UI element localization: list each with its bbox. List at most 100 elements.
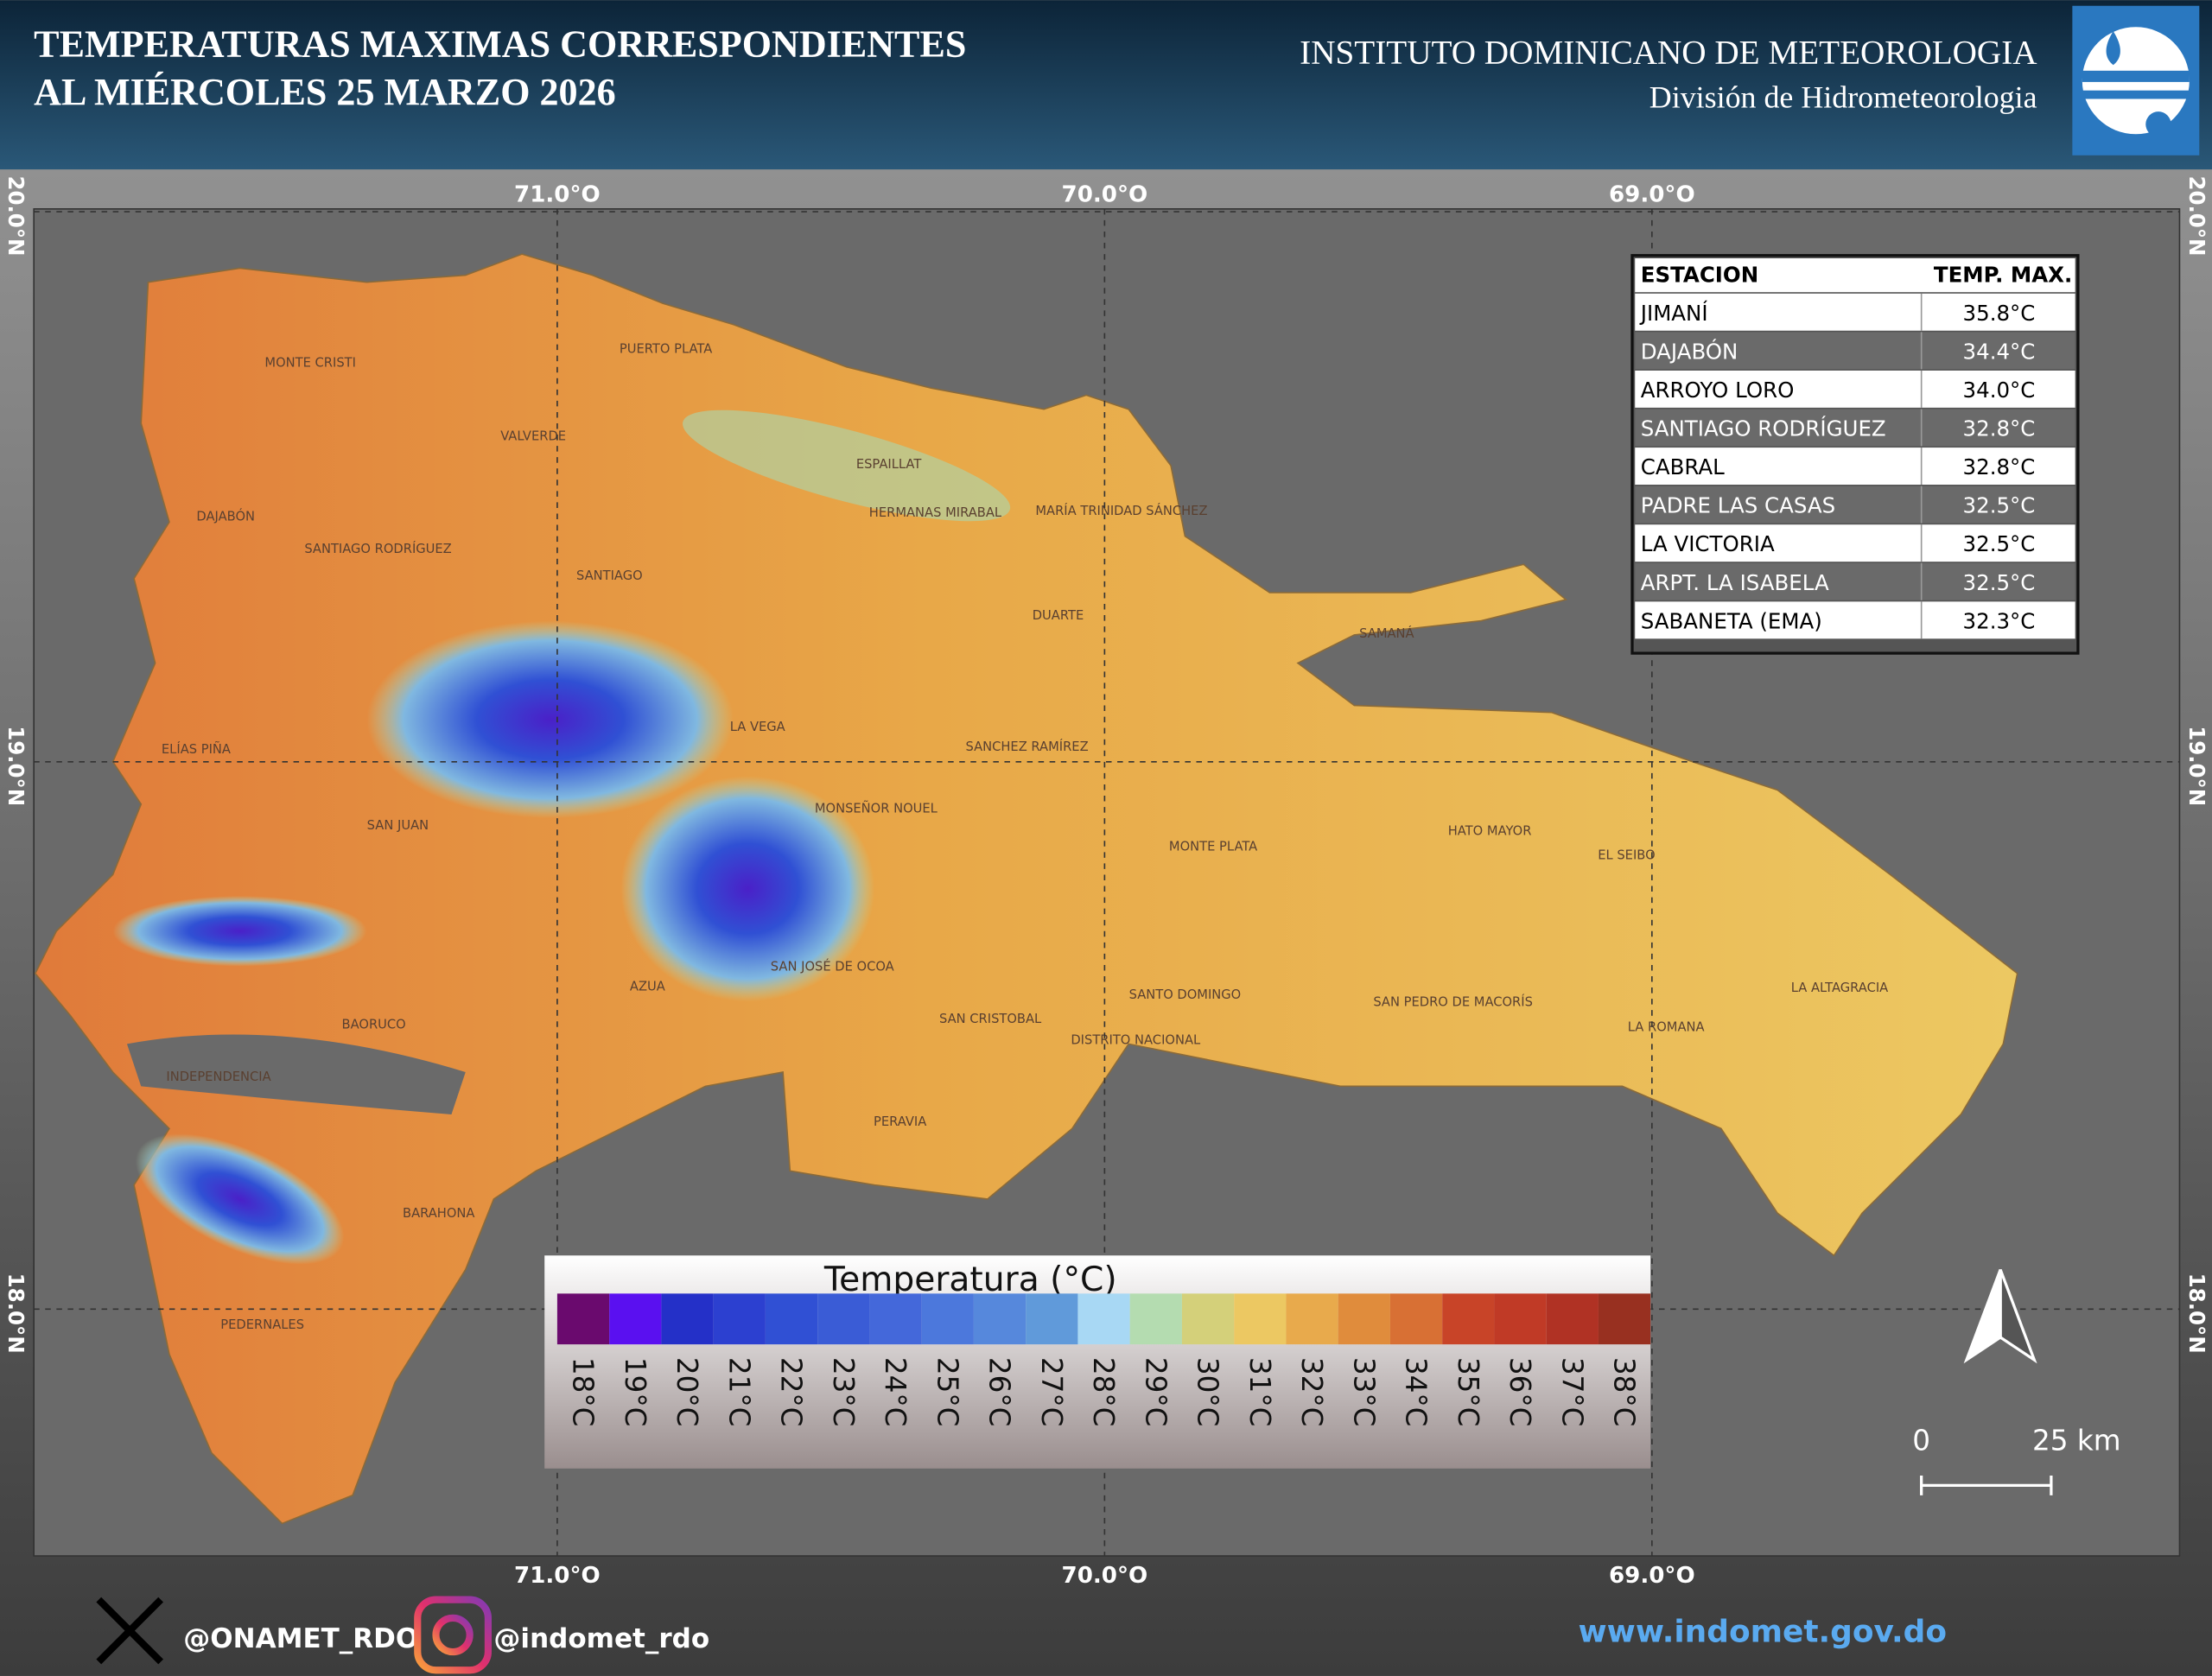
legend-label: 20°C [671,1357,703,1427]
province-label: SAN JUAN [367,818,429,833]
twitter-handle: @ONAMET_RDO [183,1623,418,1654]
table-row [1635,562,2075,600]
province-label: SANCHEZ RAMÍREZ [965,739,1088,754]
legend-label: 23°C [827,1357,860,1427]
table-cell: 32.3°C [1963,608,2036,633]
longitude-label: 70.0°O [1062,1563,1148,1589]
legend-swatch [713,1293,766,1345]
title-line: AL MIÉRCOLES 25 MARZO 2026 [34,71,615,113]
table-row [1635,486,2075,524]
province-label: BAORUCO [342,1017,406,1032]
latitude-label: 18.0°N [2184,1273,2209,1354]
table-row [1635,448,2075,486]
legend-swatch [817,1293,870,1345]
legend-swatch [1129,1293,1182,1345]
table-header-cell: TEMP. MAX. [1934,263,2072,288]
website[interactable]: www.indomet.gov.do [1579,1615,1948,1650]
longitude-label: 69.0°O [1609,182,1695,208]
legend-swatch [1442,1293,1495,1345]
legend-swatch [1598,1293,1651,1345]
legend-swatch [765,1293,818,1345]
header-bar [0,0,2212,170]
table-cell: 32.5°C [1963,493,2036,518]
instagram-icon [414,1596,492,1674]
province-label: BARAHONA [403,1206,474,1221]
table-cell: 32.8°C [1963,454,2036,479]
legend-swatch [1026,1293,1078,1345]
table-cell: ARPT. LA ISABELA [1641,570,1829,595]
table-cell: LA VICTORIA [1641,531,1775,556]
province-label: SANTIAGO [576,568,643,583]
table-row [1635,332,2075,370]
table-cell: SABANETA (EMA) [1641,608,1822,633]
legend-label: 24°C [879,1357,912,1427]
province-label: DAJABÓN [196,509,255,524]
province-label: LA VEGA [730,720,785,734]
legend-label: 18°C [567,1357,600,1427]
table-row [1635,293,2075,331]
table-cell: DAJABÓN [1641,338,1738,364]
division: División de Hidrometeorologia [1649,79,2037,114]
institute: INSTITUTO DOMINICANO DE METEOROLOGIA [1300,35,2037,72]
province-label: SAN JOSÉ DE OCOA [771,958,894,974]
legend-swatch [556,1293,610,1345]
longitude-label: 70.0°O [1062,182,1148,208]
table-cell: 34.4°C [1963,339,2036,364]
scale-label: 25 km [2032,1425,2121,1457]
table-row [1635,409,2075,447]
island: MONTE CRISTI PUERTO PLATA VALVERDE ESPAILLA… [34,253,2018,1525]
table-row [1635,601,2075,639]
province-label: INDEPENDENCIA [166,1070,270,1084]
legend-swatch [661,1293,714,1345]
province-label: HERMANAS MIRABAL [869,505,1002,520]
table-cell: ARROYO LORO [1641,378,1795,403]
province-label: SAN PEDRO DE MACORÍS [1373,994,1533,1009]
legend-label: 31°C [1243,1357,1276,1427]
table-header-cell: ESTACION [1641,263,1758,288]
province-label: HATO MAYOR [1448,824,1532,839]
table-row [1635,370,2075,408]
legend-label: 37°C [1555,1357,1588,1427]
legend-label: 28°C [1087,1357,1120,1427]
legend-swatch [973,1293,1027,1345]
table-row [1635,524,2075,562]
title-line: TEMPERATURAS MAXIMAS CORRESPONDIENTES [34,23,966,66]
legend-label: 33°C [1347,1357,1380,1427]
latitude-label: 20.0°N [2184,175,2209,256]
province-label: LA ROMANA [1628,1020,1705,1035]
legend-title: Temperatura (°C) [823,1260,1117,1299]
table-cell: 34.0°C [1963,378,2036,403]
longitude-label: 69.0°O [1609,1563,1695,1589]
legend-swatch [1286,1293,1338,1345]
legend-swatch [1181,1293,1235,1345]
legend-label: 34°C [1400,1357,1433,1427]
province-label: PEDERNALES [220,1317,304,1332]
province-label: AZUA [630,979,665,994]
legend-label: 32°C [1295,1357,1328,1427]
legend-swatch [609,1293,662,1345]
table-cell: CABRAL [1641,454,1725,479]
legend-label: 19°C [619,1357,652,1427]
legend-label: 21°C [722,1357,755,1427]
province-label: ESPAILLAT [856,457,923,472]
scale-label: 0 [1912,1425,1930,1457]
legend-swatch [1234,1293,1287,1345]
table-header [1635,257,2075,293]
province-label: MONTE PLATA [1169,840,1257,854]
province-label: PERAVIA [874,1114,926,1129]
latitude-label: 19.0°N [3,726,29,806]
table-cell: PADRE LAS CASAS [1641,493,1835,518]
province-label: SAN CRISTOBAL [939,1012,1042,1026]
province-label: EL SEIBO [1598,848,1655,862]
legend-label: 22°C [775,1357,808,1427]
legend-swatch [1338,1293,1390,1345]
table-cell: JIMANÍ [1639,301,1708,326]
scale-bar [1920,1475,2053,1495]
table-cell: 32.5°C [1963,570,2036,595]
province-label: MONTE CRISTI [264,356,356,371]
province-label: PUERTO PLATA [620,341,712,356]
table-cell: 35.8°C [1963,301,2036,326]
north-arrow [1963,1269,2037,1364]
longitude-label: 71.0°O [514,1563,601,1589]
province-label: MONSEÑOR NOUEL [815,802,938,816]
